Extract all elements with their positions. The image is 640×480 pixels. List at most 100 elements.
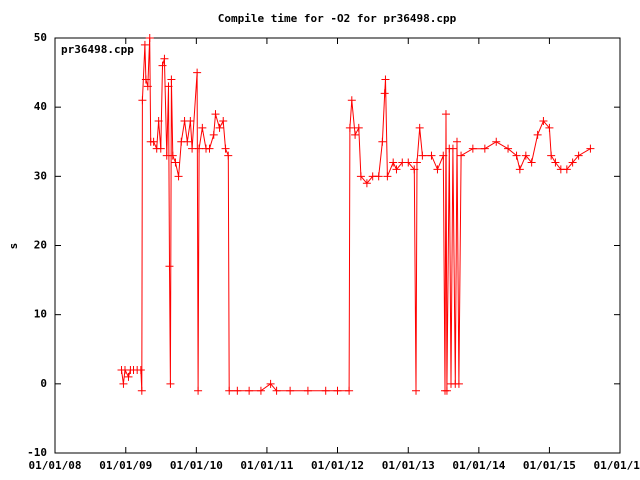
point-marker xyxy=(539,117,548,125)
chart-title: Compile time for -O2 for pr36498.cpp xyxy=(218,12,457,25)
x-tick-label: 01/01/14 xyxy=(452,459,505,472)
x-tick-label: 01/01/09 xyxy=(99,459,152,472)
point-marker xyxy=(345,123,354,132)
point-marker xyxy=(521,151,530,160)
point-marker xyxy=(468,144,477,153)
point-marker xyxy=(545,123,554,132)
point-marker xyxy=(143,82,152,91)
point-marker xyxy=(165,262,174,271)
y-tick-label: 40 xyxy=(34,100,47,113)
point-marker xyxy=(160,54,169,63)
y-tick-label: 30 xyxy=(34,169,47,182)
point-marker xyxy=(392,165,401,174)
point-marker xyxy=(233,386,242,395)
point-marker xyxy=(166,379,175,388)
point-marker xyxy=(547,151,556,160)
point-marker xyxy=(418,151,427,160)
point-marker xyxy=(138,96,147,105)
point-marker xyxy=(124,372,133,381)
point-marker xyxy=(404,158,413,167)
x-tick-label: 01/01/13 xyxy=(382,459,435,472)
point-marker xyxy=(533,130,542,139)
point-marker xyxy=(492,137,501,146)
point-marker xyxy=(586,144,595,153)
point-marker xyxy=(272,386,281,395)
x-tick-label: 01/01/12 xyxy=(311,459,364,472)
x-tick-label: 01/01/15 xyxy=(523,459,576,472)
point-marker xyxy=(512,151,521,160)
point-marker xyxy=(380,89,389,98)
point-marker xyxy=(119,379,128,388)
point-marker xyxy=(221,144,230,153)
point-marker xyxy=(198,123,207,132)
point-marker xyxy=(454,379,463,388)
point-marker xyxy=(351,130,360,139)
point-marker xyxy=(515,165,524,174)
y-tick-label: -10 xyxy=(27,446,47,459)
legend-label: pr36498.cpp xyxy=(61,43,134,56)
point-marker xyxy=(433,165,442,174)
point-marker xyxy=(412,386,421,395)
point-marker xyxy=(452,137,461,146)
series-line xyxy=(121,37,591,392)
point-marker xyxy=(345,386,354,395)
point-marker xyxy=(362,179,371,188)
point-marker xyxy=(137,386,146,395)
x-tick-label: 01/01/11 xyxy=(240,459,293,472)
y-tick-label: 0 xyxy=(40,377,47,390)
point-marker xyxy=(195,144,204,153)
point-marker xyxy=(194,386,203,395)
point-marker xyxy=(574,151,583,160)
point-marker xyxy=(439,151,448,160)
point-marker xyxy=(154,117,163,125)
point-marker xyxy=(188,144,197,153)
point-marker xyxy=(186,117,195,125)
point-marker xyxy=(415,123,424,132)
point-marker xyxy=(286,386,295,395)
point-marker xyxy=(140,40,149,49)
point-marker xyxy=(136,366,145,374)
point-marker xyxy=(480,144,489,153)
point-marker xyxy=(245,386,254,395)
point-marker xyxy=(174,172,183,181)
point-marker xyxy=(145,34,154,42)
point-marker xyxy=(374,172,383,181)
point-marker xyxy=(193,68,202,77)
point-marker xyxy=(225,386,234,395)
y-axis-label: s xyxy=(7,243,20,250)
point-marker xyxy=(209,130,218,139)
point-marker xyxy=(219,117,228,125)
point-marker xyxy=(568,158,577,167)
point-marker xyxy=(149,137,158,146)
point-marker xyxy=(457,151,466,160)
point-marker xyxy=(389,158,398,167)
point-marker xyxy=(256,386,265,395)
point-marker xyxy=(171,158,180,167)
y-tick-label: 50 xyxy=(34,31,47,44)
point-marker xyxy=(167,75,176,84)
point-marker xyxy=(333,386,342,395)
point-marker xyxy=(381,75,390,84)
point-marker xyxy=(551,158,560,167)
point-marker xyxy=(164,82,173,91)
point-marker xyxy=(347,96,356,105)
x-tick-label: 01/01/16 xyxy=(594,459,640,472)
point-marker xyxy=(183,137,192,146)
point-marker xyxy=(303,386,312,395)
point-marker xyxy=(266,379,275,388)
point-marker xyxy=(158,61,167,70)
point-marker xyxy=(383,172,392,181)
point-marker xyxy=(410,165,419,174)
x-tick-label: 01/01/08 xyxy=(29,459,82,472)
point-marker xyxy=(442,386,451,395)
point-marker xyxy=(448,144,457,153)
point-marker xyxy=(211,110,220,119)
point-marker xyxy=(562,165,571,174)
point-marker xyxy=(427,151,436,160)
point-marker xyxy=(205,144,214,153)
point-marker xyxy=(168,151,177,160)
point-marker xyxy=(356,172,365,181)
point-marker xyxy=(141,75,150,84)
x-tick-label: 01/01/10 xyxy=(170,459,223,472)
